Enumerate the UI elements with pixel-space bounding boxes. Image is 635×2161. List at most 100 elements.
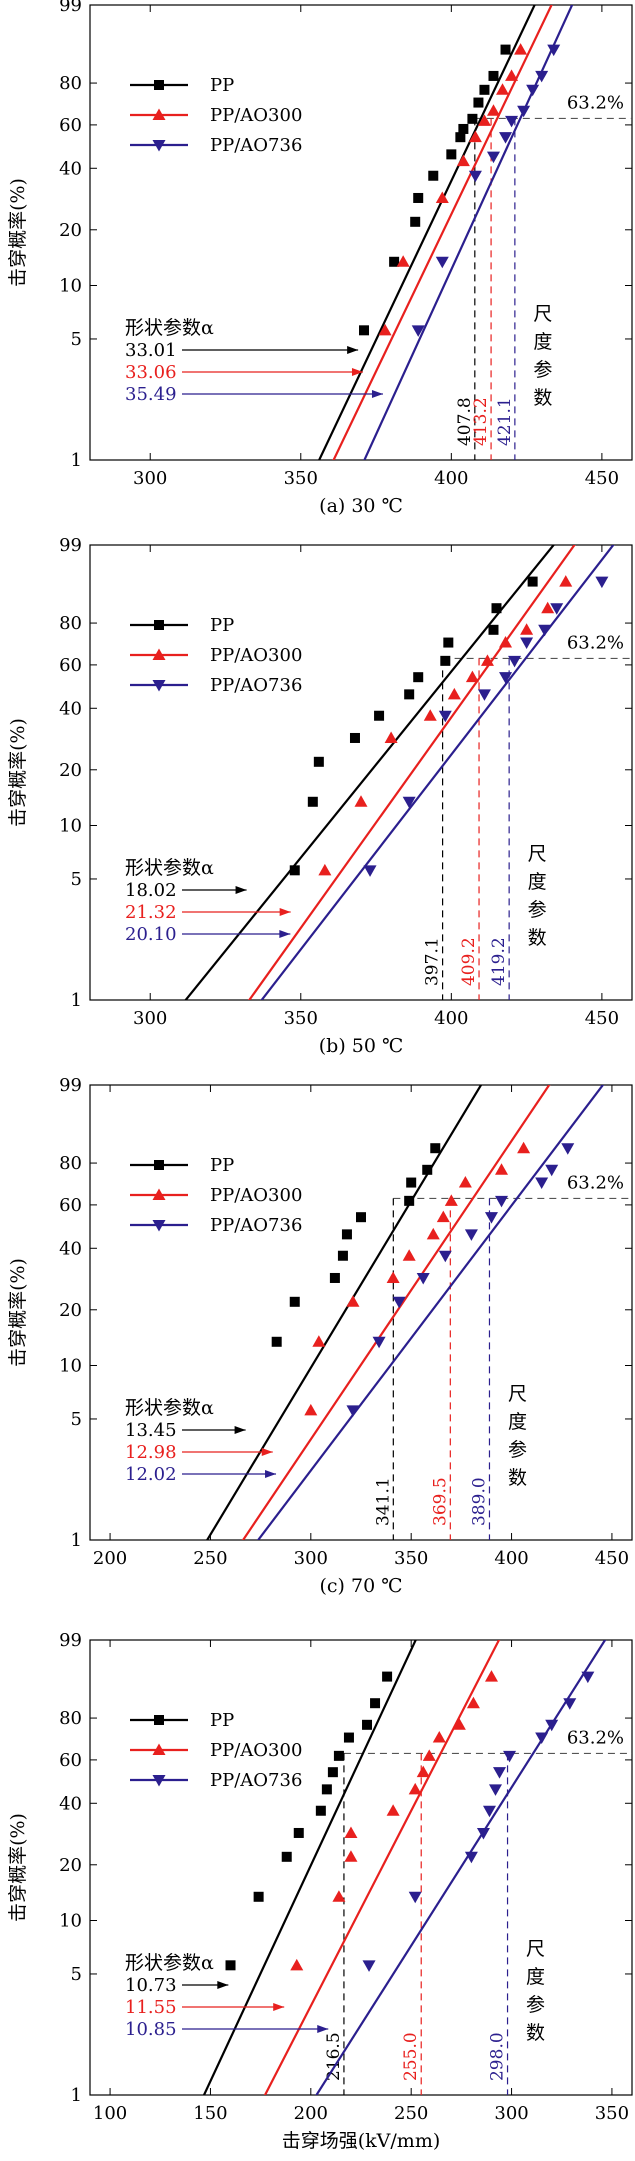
scale-value-label: 369.5 xyxy=(430,1477,450,1526)
legend-label: PP/AO300 xyxy=(210,645,302,666)
x-tick-label: 100 xyxy=(93,2103,127,2124)
data-point xyxy=(479,84,490,95)
x-axis-label: 击穿场强(kV/mm) xyxy=(282,2130,441,2152)
data-point xyxy=(480,654,494,666)
series-pp-ao300: 413.2 PP/AO300 33.06 xyxy=(125,5,553,460)
data-point xyxy=(435,256,449,269)
legend-label: PP xyxy=(210,1155,234,1176)
legend-marker xyxy=(152,648,166,660)
y-tick-label: 80 xyxy=(59,1708,82,1729)
legend-marker xyxy=(152,1220,166,1232)
shape-value: 12.98 xyxy=(125,1442,177,1463)
legend-marker xyxy=(154,1715,164,1725)
y-tick-label: 5 xyxy=(71,1409,82,1430)
legend-marker xyxy=(152,1188,166,1200)
series-pp: 397.1 PP 18.02 xyxy=(125,545,556,1000)
data-point xyxy=(476,1827,490,1840)
data-point xyxy=(416,1272,430,1285)
data-point xyxy=(447,687,461,700)
x-tick-label: 250 xyxy=(193,1548,227,1569)
y-tick-label: 99 xyxy=(59,1075,82,1096)
y-tick-label: 40 xyxy=(59,158,82,179)
fit-line xyxy=(260,545,615,1000)
data-point xyxy=(444,1194,458,1206)
y-tick-label: 1 xyxy=(71,450,82,471)
reference-label: 63.2% xyxy=(567,92,624,113)
scale-parameter-heading-char: 数 xyxy=(526,2022,545,2044)
data-point xyxy=(321,1784,332,1795)
data-point xyxy=(378,323,392,336)
data-point xyxy=(482,1805,496,1818)
data-point xyxy=(374,710,385,721)
y-tick-label: 60 xyxy=(59,1750,82,1771)
data-point xyxy=(386,1804,400,1816)
data-point xyxy=(313,756,324,767)
shape-value: 11.55 xyxy=(125,1997,177,2018)
data-point xyxy=(384,731,398,743)
data-point xyxy=(402,796,416,809)
data-point xyxy=(422,1164,433,1175)
data-point xyxy=(253,1891,264,1902)
series-pp-ao736: 419.2 PP/AO736 20.10 xyxy=(125,545,615,1000)
data-point xyxy=(499,636,513,648)
data-point xyxy=(493,1767,507,1779)
data-point xyxy=(362,1719,373,1730)
shape-value: 33.01 xyxy=(125,340,177,361)
data-point xyxy=(495,1163,509,1175)
data-point xyxy=(458,1176,472,1188)
scale-value-label: 409.2 xyxy=(459,937,479,986)
data-point xyxy=(404,1195,415,1206)
shape-value: 33.06 xyxy=(125,362,177,383)
data-point xyxy=(372,1336,386,1349)
data-point xyxy=(581,1671,595,1684)
data-point xyxy=(386,1271,400,1283)
panel-caption: (a) 30 ℃ xyxy=(319,495,403,517)
shape-value: 20.10 xyxy=(125,924,177,945)
plot-frame xyxy=(89,4,633,461)
shape-parameter-heading: 形状参数α xyxy=(125,857,214,879)
fit-line xyxy=(317,5,536,460)
legend-label: PP/AO300 xyxy=(210,1740,302,1761)
scale-value-label: 298.0 xyxy=(488,2032,508,2081)
shape-value: 18.02 xyxy=(125,880,177,901)
legend-marker xyxy=(152,108,166,120)
y-tick-label: 60 xyxy=(59,115,82,136)
y-tick-label: 40 xyxy=(59,698,82,719)
legend-label: PP xyxy=(210,1710,234,1731)
x-tick-label: 300 xyxy=(494,2103,528,2124)
chart-panels: 1 5 10 20 40 60 80 99 300 350 400 450 击穿概率(%) (a) 30 … xyxy=(7,0,633,2161)
series-pp-ao300: 369.5 PP/AO300 12.98 xyxy=(125,1085,551,1540)
data-point xyxy=(438,710,452,723)
y-tick-label: 60 xyxy=(59,655,82,676)
data-point xyxy=(346,1295,360,1307)
x-tick-label: 200 xyxy=(294,2103,328,2124)
legend-marker xyxy=(152,1775,166,1787)
series-pp-ao736: 298.0 PP/AO736 10.85 xyxy=(125,1640,607,2095)
scale-parameter-heading-char: 度 xyxy=(528,871,547,893)
scale-value-label: 419.2 xyxy=(489,937,509,986)
data-point xyxy=(535,70,549,83)
legend-label: PP/AO736 xyxy=(210,135,302,156)
data-point xyxy=(363,865,377,877)
data-point xyxy=(281,1851,292,1862)
scale-value-label: 413.2 xyxy=(471,397,491,446)
fit-line xyxy=(202,1640,417,2095)
data-point xyxy=(410,216,421,227)
shape-parameter-heading: 形状参数α xyxy=(125,317,214,339)
x-tick-label: 200 xyxy=(93,1548,127,1569)
scale-parameter-heading-char: 数 xyxy=(508,1467,527,1489)
data-point xyxy=(333,1750,344,1761)
data-point xyxy=(499,672,513,684)
x-tick-label: 350 xyxy=(284,468,318,489)
y-axis-label: 击穿概率(%) xyxy=(7,1258,29,1367)
legend-marker xyxy=(152,140,166,152)
data-point xyxy=(318,863,332,876)
legend-label: PP/AO736 xyxy=(210,1770,302,1791)
data-point xyxy=(500,44,511,55)
series-pp-ao300: 255.0 PP/AO300 11.55 xyxy=(125,1640,501,2095)
shape-arrowhead xyxy=(217,1981,229,1989)
scale-value-label: 421.1 xyxy=(495,397,515,446)
x-tick-label: 450 xyxy=(585,1008,619,1029)
data-point xyxy=(526,84,540,97)
shape-arrowhead xyxy=(273,2003,285,2011)
